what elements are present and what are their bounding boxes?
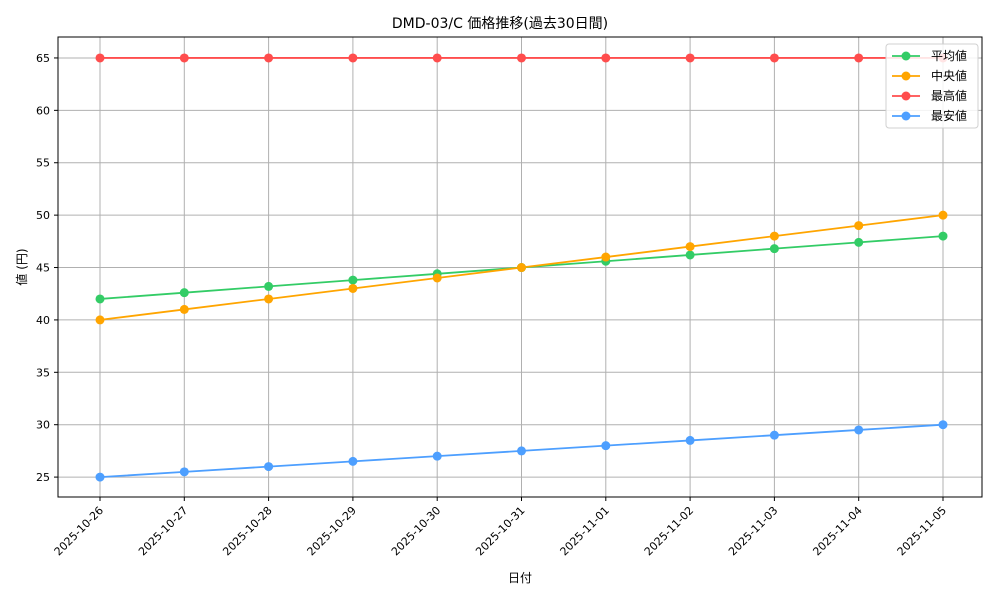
data-point bbox=[95, 472, 105, 482]
y-tick-label: 50 bbox=[36, 209, 50, 222]
legend-marker bbox=[901, 91, 911, 101]
data-point bbox=[179, 304, 189, 314]
data-point bbox=[179, 53, 189, 63]
data-point bbox=[264, 462, 274, 472]
y-tick-label: 60 bbox=[36, 104, 50, 117]
y-axis-label: 値 (円) bbox=[14, 248, 29, 285]
data-point bbox=[95, 315, 105, 325]
series-1 bbox=[95, 210, 948, 325]
x-tick-label: 2025-11-02 bbox=[642, 504, 696, 558]
data-point bbox=[432, 53, 442, 63]
x-tick-label: 2025-10-28 bbox=[220, 504, 274, 558]
x-tick-label: 2025-10-26 bbox=[52, 504, 106, 558]
data-point bbox=[685, 435, 695, 445]
legend-label: 最高値 bbox=[931, 88, 967, 103]
data-point bbox=[769, 430, 779, 440]
data-point bbox=[517, 263, 526, 273]
data-point bbox=[517, 53, 526, 63]
data-point bbox=[854, 53, 864, 63]
data-point bbox=[95, 294, 105, 304]
data-point bbox=[685, 242, 695, 252]
data-point bbox=[517, 446, 526, 456]
y-tick-label: 65 bbox=[36, 52, 50, 65]
data-point bbox=[179, 288, 189, 298]
y-tick-label: 45 bbox=[36, 262, 50, 275]
legend-label: 中央値 bbox=[931, 68, 967, 83]
data-point bbox=[601, 53, 611, 63]
data-point bbox=[95, 53, 105, 63]
x-tick-label: 2025-10-30 bbox=[389, 504, 443, 558]
y-tick-label: 30 bbox=[36, 419, 50, 432]
series-3 bbox=[95, 420, 948, 482]
x-tick-label: 2025-10-31 bbox=[473, 504, 527, 558]
data-point bbox=[264, 294, 274, 304]
legend-label: 最安値 bbox=[931, 108, 967, 123]
x-tick-label: 2025-10-27 bbox=[136, 504, 190, 558]
legend-marker bbox=[901, 51, 911, 61]
data-point bbox=[685, 250, 695, 260]
data-point bbox=[854, 237, 864, 247]
series-2 bbox=[95, 53, 948, 63]
x-tick-label: 2025-11-03 bbox=[726, 504, 780, 558]
data-point bbox=[769, 53, 779, 63]
data-point bbox=[179, 467, 189, 477]
x-tick-label: 2025-11-05 bbox=[895, 504, 949, 558]
x-axis-label: 日付 bbox=[508, 571, 532, 585]
data-point bbox=[854, 221, 864, 231]
data-point bbox=[348, 456, 358, 466]
data-point bbox=[854, 425, 864, 435]
legend-marker bbox=[901, 71, 911, 81]
data-point bbox=[601, 252, 611, 262]
y-tick-label: 25 bbox=[36, 471, 50, 484]
y-axis: 25 30 35 40 45 50 55 60 65 bbox=[36, 52, 58, 484]
data-point bbox=[938, 420, 948, 430]
x-tick-label: 2025-11-04 bbox=[810, 504, 864, 558]
x-tick-label: 2025-11-01 bbox=[558, 504, 612, 558]
data-point bbox=[938, 210, 948, 220]
data-point bbox=[348, 53, 358, 63]
y-tick-label: 40 bbox=[36, 314, 50, 327]
data-point bbox=[264, 53, 274, 63]
data-point bbox=[769, 231, 779, 241]
legend-label: 平均値 bbox=[931, 48, 967, 63]
data-point bbox=[601, 441, 611, 451]
data-point bbox=[432, 451, 442, 461]
x-axis: 2025-10-26 2025-10-27 2025-10-28 2025-10-29… bbox=[52, 497, 949, 558]
y-tick-label: 55 bbox=[36, 157, 50, 170]
legend-marker bbox=[901, 111, 911, 121]
y-tick-label: 35 bbox=[36, 366, 50, 379]
data-point bbox=[348, 283, 358, 293]
data-point bbox=[348, 275, 358, 285]
data-point bbox=[264, 281, 274, 291]
data-point bbox=[685, 53, 695, 63]
plot-frame bbox=[57, 36, 983, 498]
data-point bbox=[938, 231, 948, 241]
x-tick-label: 2025-10-29 bbox=[305, 504, 359, 558]
data-point bbox=[769, 244, 779, 254]
data-point bbox=[432, 273, 442, 283]
chart-title: DMD-03/C 価格推移(過去30日間) bbox=[391, 16, 609, 32]
